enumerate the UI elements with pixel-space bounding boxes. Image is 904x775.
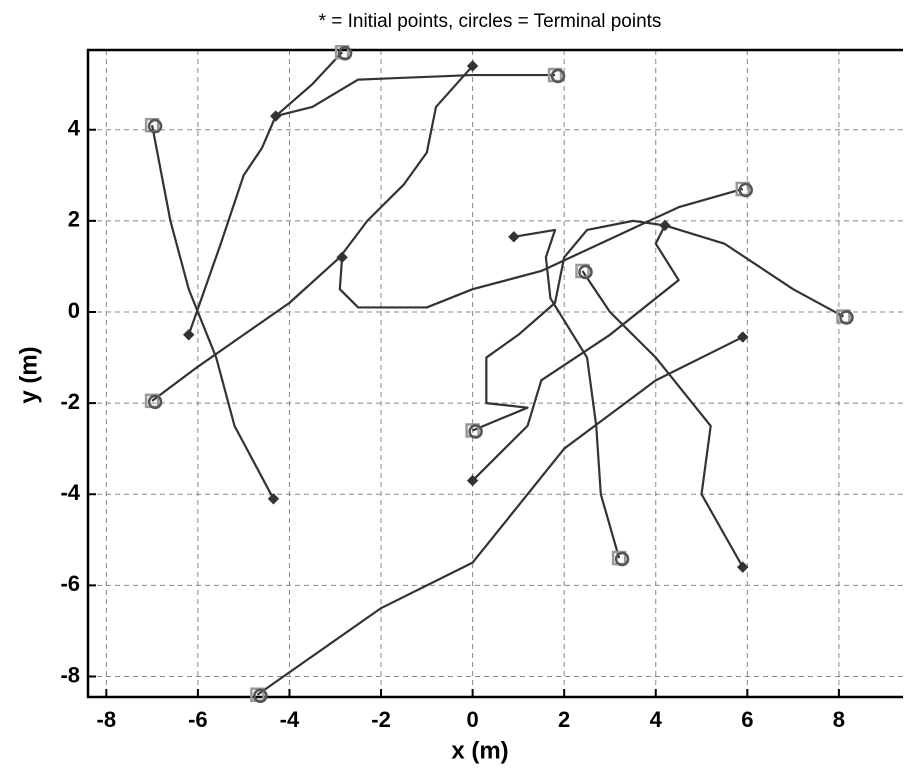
trajectory (338, 187, 744, 309)
initial-point (183, 329, 195, 341)
terminal-point (738, 182, 753, 198)
x-tick-label: -6 (188, 707, 208, 732)
trajectory (151, 65, 474, 402)
initial-point (466, 60, 479, 72)
x-tick-label: 8 (833, 707, 845, 732)
y-tick-label: -8 (60, 662, 80, 687)
y-tick-label: -4 (60, 480, 80, 505)
terminal-point (578, 264, 593, 280)
x-tick-label: 4 (650, 707, 663, 732)
x-tick-label: -2 (371, 707, 391, 732)
initial-point (336, 251, 348, 264)
x-tick-label: -4 (280, 707, 300, 732)
terminal-point (147, 118, 163, 134)
axes-frame (86, 48, 903, 699)
initial-point (737, 331, 749, 343)
trajectory (581, 270, 744, 568)
initial-point (737, 561, 749, 573)
terminal-point (253, 688, 268, 703)
terminal-point (614, 551, 630, 567)
initial-point (270, 110, 282, 122)
x-tick-label: 2 (558, 707, 570, 732)
y-tick-label: -2 (60, 389, 80, 414)
y-axis-label: y (m) (15, 346, 42, 403)
trajectory (472, 219, 666, 432)
terminal-point (147, 394, 163, 410)
y-tick-label: 0 (68, 298, 80, 323)
terminal-point (839, 310, 854, 325)
chart-title: * = Initial points, circles = Terminal p… (319, 11, 662, 32)
initial-point (267, 493, 280, 505)
initial-point (466, 474, 479, 487)
trajectory (151, 124, 275, 500)
trajectory (256, 336, 744, 696)
trajectory (513, 228, 621, 559)
terminal-point (468, 424, 483, 439)
x-tick-label: 0 (466, 707, 478, 732)
trajectory (275, 73, 556, 118)
x-tick-label: -8 (97, 707, 117, 732)
terminal-point (550, 68, 566, 84)
y-tick-label: 2 (68, 207, 80, 232)
y-tick-label: -6 (60, 571, 80, 596)
terminal-point (337, 46, 353, 61)
initial-point (508, 231, 520, 243)
x-axis-label: x (m) (451, 737, 508, 764)
trajectory (187, 51, 343, 336)
x-tick-label: 6 (741, 707, 753, 732)
y-tick-label: 4 (68, 116, 81, 141)
trajectory (471, 224, 845, 482)
